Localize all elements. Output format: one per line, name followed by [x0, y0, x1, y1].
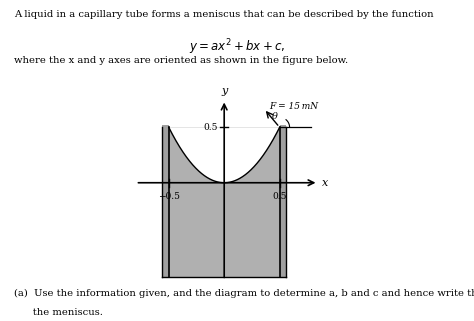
Bar [162, 125, 169, 277]
Text: θ: θ [272, 112, 278, 121]
Bar [169, 127, 280, 277]
Text: 0.5: 0.5 [273, 192, 287, 201]
Text: F = 15 mN: F = 15 mN [270, 102, 319, 111]
Text: y: y [221, 86, 228, 96]
Text: A liquid in a capillary tube forms a meniscus that can be described by the funct: A liquid in a capillary tube forms a men… [14, 10, 434, 19]
Text: (a)  Use the information given, and the diagram to determine a, b and c and henc: (a) Use the information given, and the d… [14, 289, 474, 298]
Text: $y = ax^{2}+bx+c,$: $y = ax^{2}+bx+c,$ [189, 37, 285, 56]
Text: x: x [322, 178, 328, 188]
Text: 0.5: 0.5 [203, 123, 218, 132]
Text: −0.5: −0.5 [158, 192, 180, 201]
Text: the meniscus.: the meniscus. [14, 308, 103, 317]
Text: where the x and y axes are oriented as shown in the figure below.: where the x and y axes are oriented as s… [14, 56, 348, 65]
Bar [280, 125, 286, 277]
